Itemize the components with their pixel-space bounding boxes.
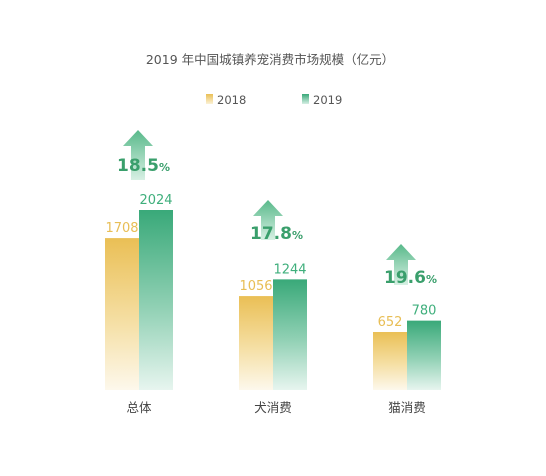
growth-arrow-icon [386,244,416,285]
growth-arrow-icon [253,200,283,240]
legend: 2018 2019 [206,93,342,107]
category-label-0: 总体 [126,400,152,415]
bar-2018-0 [105,238,139,390]
growth-label-0: 18.5% [117,156,170,176]
legend-swatch-2018 [206,94,213,104]
value-label-2018-0: 1708 [105,221,138,236]
value-label-2018-1: 1056 [239,279,272,294]
growth-label-2: 19.6% [384,268,437,288]
growth-label-1: 17.8% [250,224,303,244]
value-label-2019-0: 2024 [139,193,172,208]
legend-label-2018: 2018 [217,93,246,107]
value-label-2019-2: 780 [412,304,437,319]
legend-label-2019: 2019 [313,93,342,107]
bars [105,210,441,390]
chart-title: 2019 年中国城镇养宠消费市场规模（亿元） [146,52,394,67]
growth-arrow-icon [123,130,153,180]
legend-swatch-2019 [302,94,309,104]
value-label-2018-2: 652 [378,315,403,330]
growth-arrows [123,130,416,285]
bar-2019-2 [407,320,441,390]
bar-2019-1 [273,279,307,390]
growth-labels: 18.5% 17.8% 19.6% [117,156,437,288]
bar-2019-0 [139,210,173,390]
category-label-2: 猫消费 [388,400,426,415]
bar-2018-1 [239,296,273,390]
value-label-2019-1: 1244 [273,262,306,277]
bar-2018-2 [373,332,407,390]
category-label-1: 犬消费 [254,400,292,415]
category-labels: 总体 犬消费 猫消费 [126,400,425,415]
